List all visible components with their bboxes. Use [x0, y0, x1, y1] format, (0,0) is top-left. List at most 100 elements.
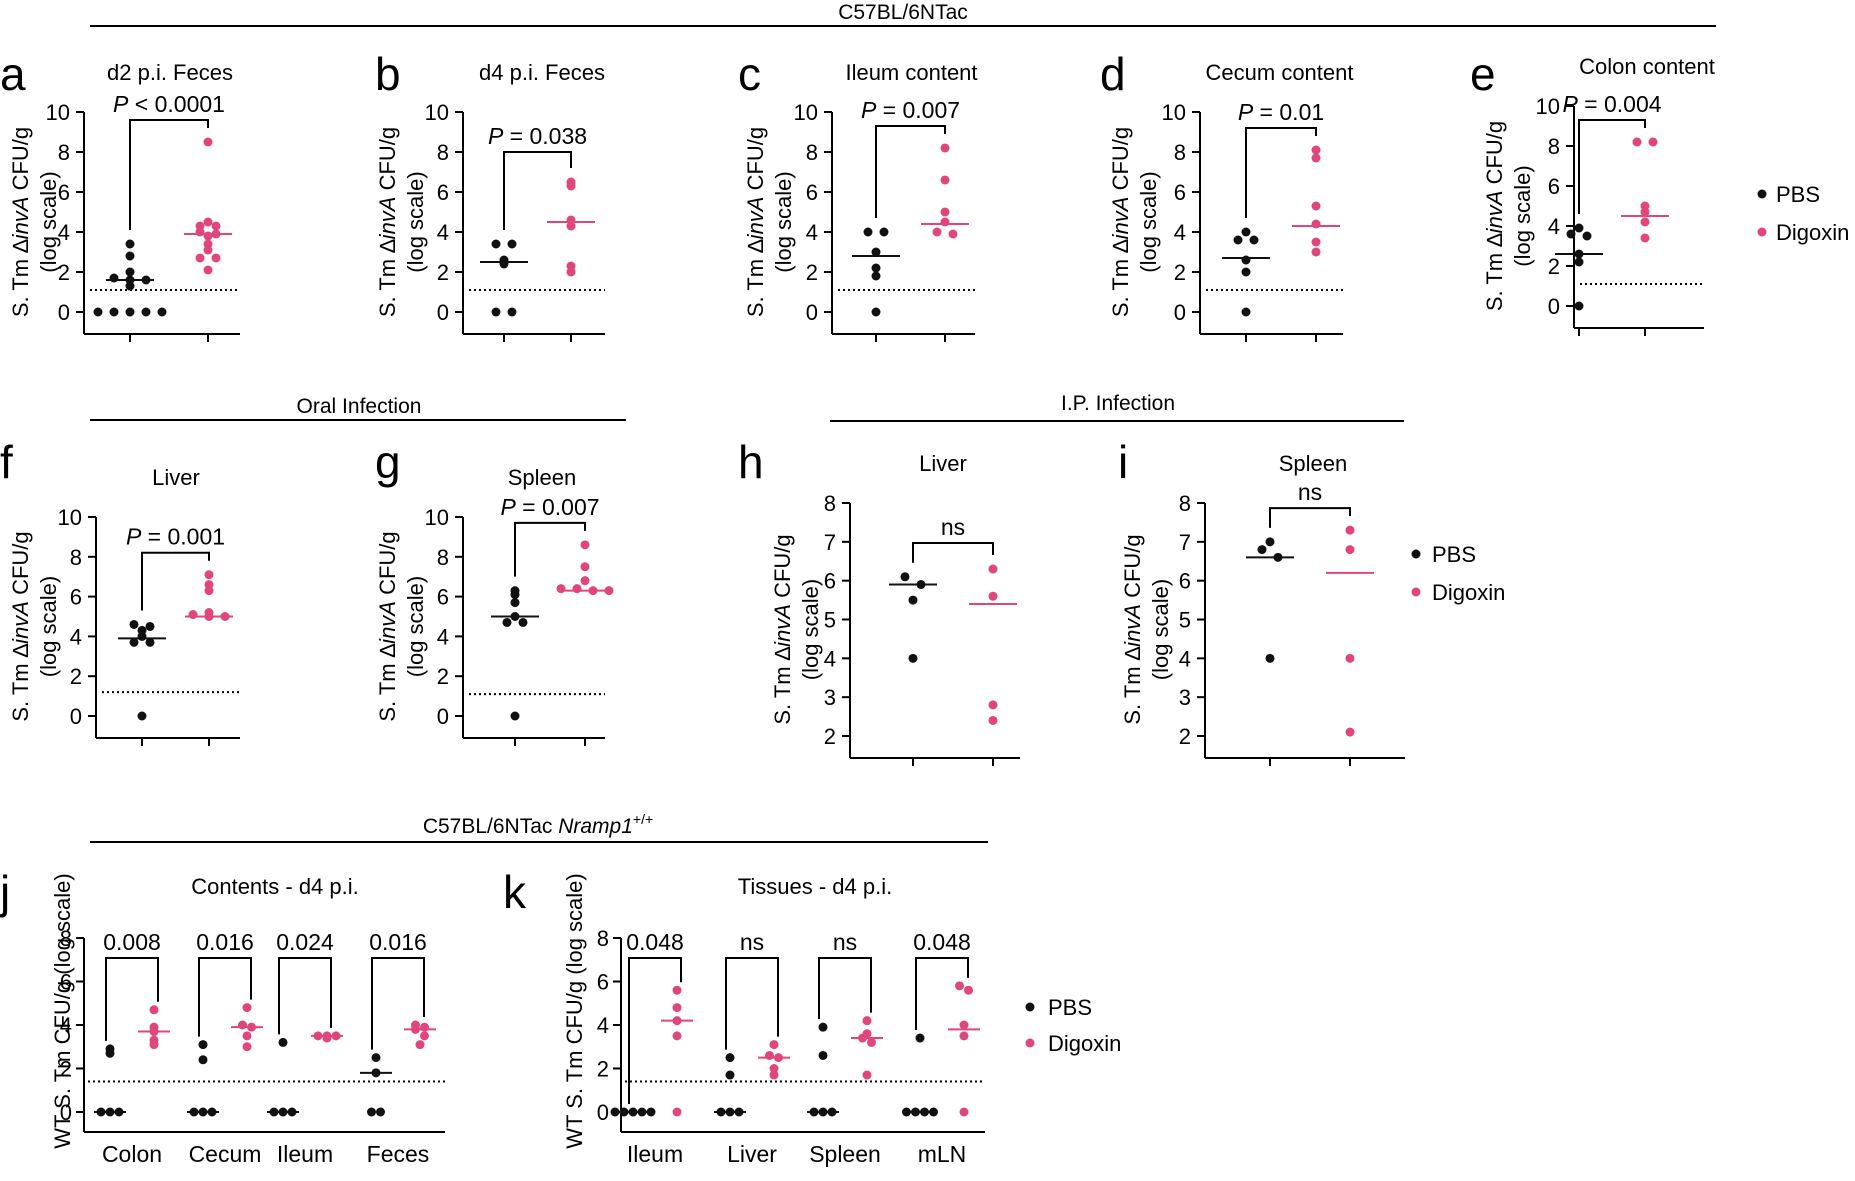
- y-tick-label: 6: [1548, 174, 1560, 199]
- header-oral: Oral Infection: [297, 395, 422, 418]
- y-tick-label: 4: [806, 220, 818, 245]
- p-value-label: ns: [833, 929, 857, 955]
- y-tick-label: 2: [70, 664, 82, 689]
- p-value-label: P = 0.01: [1238, 99, 1324, 125]
- data-point-digoxin: [204, 586, 214, 596]
- data-point-digoxin: [242, 1031, 252, 1041]
- legend-pbs-dot: [1757, 189, 1767, 199]
- data-point-pbs: [129, 619, 139, 629]
- chart-title: Tissues - d4 p.i.: [738, 874, 892, 899]
- chart-title: Contents - d4 p.i.: [191, 874, 359, 899]
- significance-bracket: [1245, 127, 1317, 218]
- y-tick-label: 0: [1174, 300, 1186, 325]
- y-tick-label: 0: [437, 704, 449, 729]
- legend-digoxin-dot: [1025, 1038, 1035, 1048]
- panel-letter-b: b: [375, 48, 401, 100]
- y-tick-label: 10: [58, 505, 82, 530]
- y-tick-label: 6: [437, 585, 449, 610]
- data-point-pbs: [371, 1053, 381, 1063]
- legend-digoxin-label: Digoxin: [1432, 580, 1505, 605]
- chart-title: d4 p.i. Feces: [479, 60, 605, 85]
- data-point-digoxin: [940, 217, 950, 227]
- data-point-digoxin: [1345, 653, 1355, 663]
- data-point-digoxin: [188, 610, 198, 620]
- y-tick-label: 6: [597, 970, 609, 995]
- header-bottom: C57BL/6NTac Nramp1+/+: [423, 811, 653, 838]
- y-axis-label: S. Tm ∆invA CFU/g: [1482, 121, 1507, 311]
- data-point-pbs: [1249, 235, 1259, 245]
- chart-panel-h: 2 3 4 5 6 7 8 Liver S. Tm ∆invA CFU/g(log scale)…: [770, 451, 1020, 766]
- data-point-pbs: [879, 227, 889, 237]
- y-axis-label: WT S. Tm CFU/g (log scale): [562, 873, 587, 1148]
- data-point-digoxin: [149, 1040, 159, 1050]
- data-point-digoxin: [420, 1031, 429, 1041]
- y-tick-label: 10: [46, 100, 70, 125]
- data-point-pbs: [125, 251, 135, 261]
- data-point-digoxin: [1345, 727, 1355, 737]
- data-point-pbs: [137, 711, 147, 721]
- data-point-digoxin: [195, 253, 205, 263]
- data-point-pbs: [1574, 301, 1584, 311]
- y-tick-label: 8: [597, 926, 609, 951]
- panel-letter-i: i: [1118, 436, 1128, 488]
- data-point-digoxin: [211, 253, 221, 263]
- y-axis-label: S. Tm ∆invA CFU/g: [8, 531, 33, 721]
- y-tick-label: 6: [824, 569, 836, 594]
- y-axis-label: S. Tm ∆invA CFU/g: [770, 534, 795, 724]
- data-point-pbs: [610, 1107, 620, 1117]
- y-tick-label: 10: [1162, 100, 1186, 125]
- y-tick-label: 10: [1536, 94, 1560, 119]
- panel-letter-j: j: [0, 866, 10, 918]
- data-point-digoxin: [769, 1064, 779, 1073]
- y-tick-label: 6: [58, 180, 70, 205]
- y-tick-label: 8: [806, 140, 818, 165]
- p-value-label: 0.024: [276, 929, 334, 955]
- p-value-label: P = 0.007: [861, 97, 960, 123]
- legend-bottom: PBS Digoxin: [1025, 995, 1121, 1056]
- y-tick-label: 8: [437, 140, 449, 165]
- data-point-pbs: [367, 1107, 376, 1117]
- p-value-label: P = 0.004: [1562, 91, 1661, 117]
- x-category-label: Feces: [367, 1141, 430, 1167]
- data-point-digoxin: [959, 1031, 969, 1041]
- data-point-pbs: [646, 1107, 656, 1117]
- header-ip: I.P. Infection: [1061, 392, 1175, 415]
- panel-letter-g: g: [375, 436, 401, 488]
- y-tick-label: 8: [1179, 491, 1191, 516]
- p-value-label: 0.048: [913, 929, 971, 955]
- data-point-pbs: [1241, 307, 1251, 317]
- data-point-digoxin: [203, 245, 213, 255]
- y-axis-label-line2: (log scale): [771, 171, 796, 272]
- significance-bracket: [141, 551, 210, 611]
- data-point-pbs: [518, 617, 528, 627]
- significance-bracket: [278, 957, 332, 1035]
- y-tick-label: 6: [437, 180, 449, 205]
- data-point-pbs: [863, 227, 873, 237]
- y-axis-label: S. Tm ∆invA CFU/g: [375, 531, 400, 721]
- y-tick-label: 2: [597, 1057, 609, 1082]
- chart-title: Liver: [919, 451, 967, 476]
- data-point-digoxin: [672, 1031, 682, 1041]
- data-point-digoxin: [1345, 525, 1355, 535]
- data-point-pbs: [93, 307, 103, 317]
- data-point-pbs: [871, 271, 881, 281]
- legend-pbs-dot: [1025, 1002, 1035, 1012]
- data-point-digoxin: [1640, 233, 1650, 243]
- chart-panel-j: 0 2 4 6 8 Contents - d4 p.i. WT S. Tm CFU/g (l…: [50, 873, 445, 1167]
- data-point-digoxin: [580, 562, 590, 572]
- data-point-pbs: [1241, 267, 1251, 277]
- y-tick-label: 0: [806, 300, 818, 325]
- data-point-digoxin: [149, 1005, 159, 1015]
- data-point-digoxin: [556, 584, 566, 594]
- data-point-pbs: [491, 239, 501, 249]
- p-value-label: P = 0.007: [500, 494, 599, 520]
- data-point-pbs: [109, 273, 119, 283]
- x-category-label: Spleen: [809, 1141, 881, 1167]
- data-point-pbs: [1241, 255, 1251, 265]
- y-tick-label: 4: [1179, 646, 1191, 671]
- data-point-digoxin: [988, 700, 998, 710]
- data-point-pbs: [125, 281, 135, 291]
- y-tick-label: 8: [58, 140, 70, 165]
- chart-panel-e: 0 2 4 6 8 10 Colon content S. Tm ∆invA CFU/g(lo…: [1482, 54, 1715, 336]
